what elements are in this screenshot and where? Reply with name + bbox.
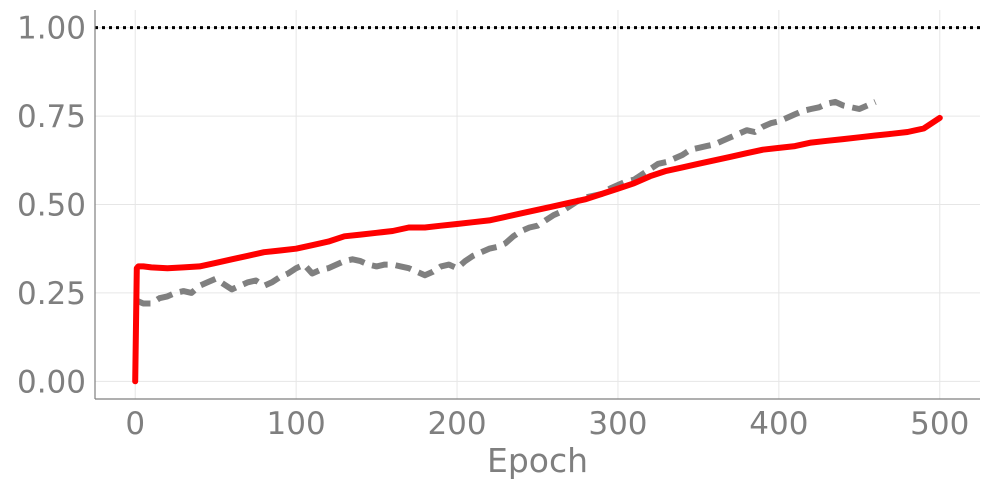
series-layer bbox=[132, 98, 943, 385]
series-line-2 bbox=[134, 98, 877, 307]
y-tick-label: 0.25 bbox=[17, 276, 86, 312]
x-axis-label: Epoch bbox=[487, 441, 588, 480]
y-tick-label: 0.50 bbox=[17, 188, 86, 224]
y-tick-label: 0.00 bbox=[17, 364, 86, 400]
x-tick-label: 400 bbox=[749, 406, 808, 442]
x-tick-label: 200 bbox=[427, 406, 486, 442]
y-ticks: 0.00 0.25 0.50 0.75 1.00 bbox=[17, 11, 86, 401]
x-ticks: 0 100 200 300 400 500 bbox=[125, 406, 969, 442]
x-tick-label: 0 bbox=[125, 406, 145, 442]
y-tick-label: 0.75 bbox=[17, 99, 86, 135]
y-tick-label: 1.00 bbox=[17, 11, 86, 47]
axes bbox=[94, 10, 980, 400]
series-line-1 bbox=[132, 114, 943, 385]
x-tick-label: 500 bbox=[910, 406, 969, 442]
x-tick-label: 100 bbox=[267, 406, 326, 442]
x-tick-label: 300 bbox=[588, 406, 647, 442]
grid-lines bbox=[95, 10, 980, 399]
